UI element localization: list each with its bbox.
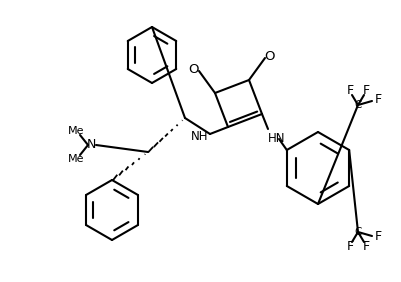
Text: HN: HN	[267, 133, 285, 146]
Text: F: F	[362, 85, 369, 98]
Text: F: F	[362, 239, 369, 252]
Text: N: N	[86, 138, 95, 151]
Text: F: F	[346, 85, 353, 98]
Text: F: F	[346, 239, 353, 252]
Text: NH: NH	[191, 131, 208, 144]
Text: C: C	[353, 227, 361, 237]
Text: Me: Me	[68, 154, 84, 164]
Text: C: C	[353, 100, 361, 110]
Text: O: O	[188, 63, 199, 76]
Text: O: O	[264, 50, 275, 63]
Text: F: F	[373, 94, 381, 107]
Text: F: F	[373, 230, 381, 243]
Text: Me: Me	[68, 126, 84, 136]
